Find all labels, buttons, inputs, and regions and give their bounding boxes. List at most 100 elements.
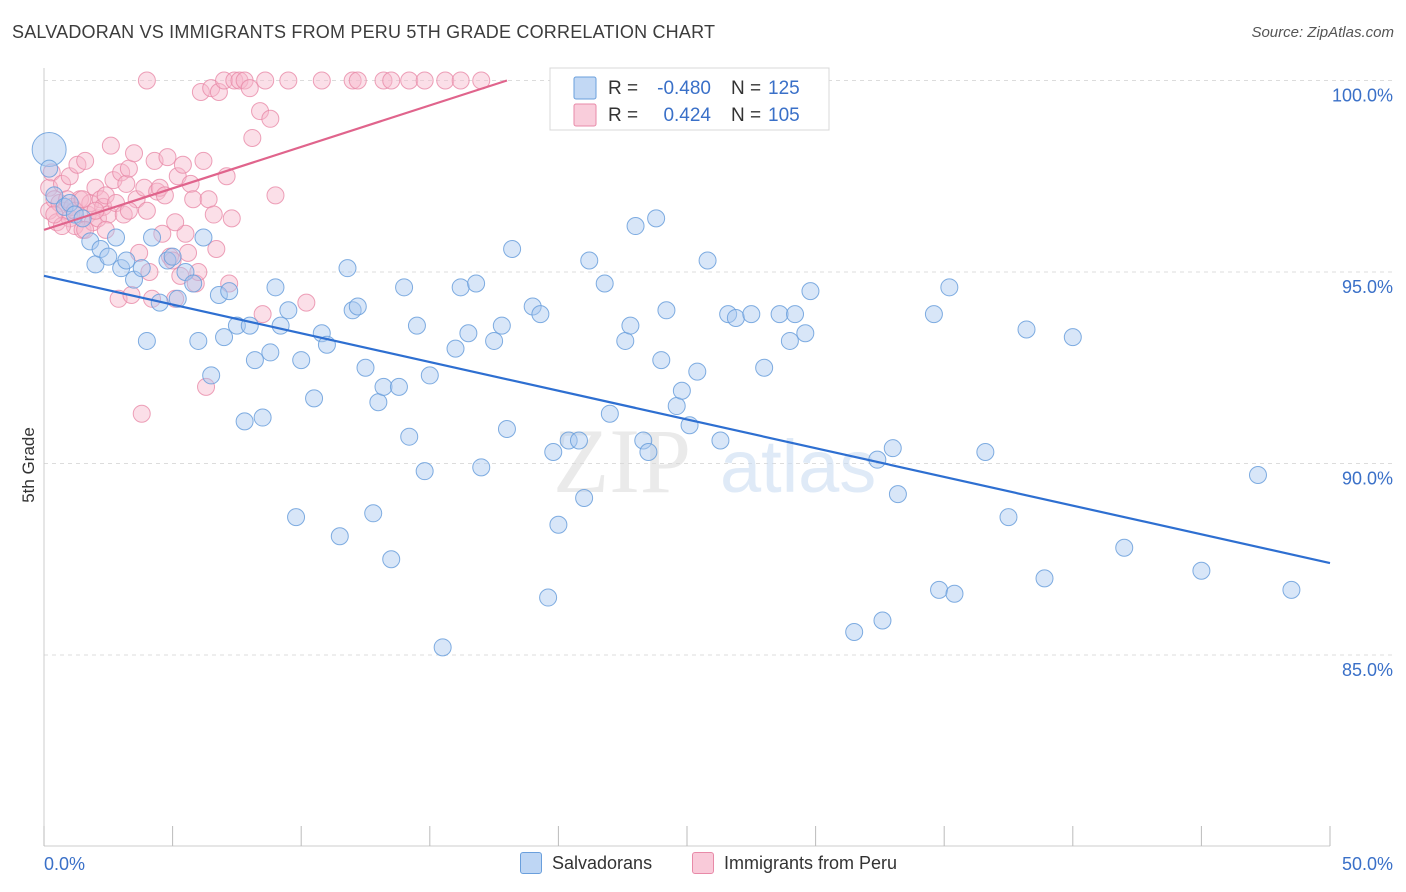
data-point-salvadorans — [369, 393, 388, 412]
source-label: Source: ZipAtlas.com — [1251, 24, 1394, 41]
data-point-salvadorans — [467, 274, 486, 293]
y-tick-label: 85.0% — [1342, 660, 1393, 680]
data-point-salvadorans — [616, 331, 635, 350]
data-point-salvadorans — [220, 282, 239, 301]
data-point-salvadorans — [400, 427, 419, 446]
data-point-peru — [225, 71, 244, 90]
data-point-peru — [181, 174, 200, 193]
data-point-salvadorans — [742, 305, 761, 324]
data-point-salvadorans — [348, 297, 367, 316]
data-point-peru — [191, 82, 210, 101]
data-point-peru — [197, 377, 216, 396]
data-point-salvadorans — [364, 504, 383, 523]
data-point-salvadorans — [1115, 538, 1134, 557]
data-point-salvadorans — [163, 247, 182, 266]
data-point-peru — [215, 71, 234, 90]
data-point-salvadorans — [382, 550, 401, 569]
data-point-salvadorans — [497, 420, 516, 439]
data-point-salvadorans — [634, 431, 653, 450]
data-point-salvadorans — [420, 366, 439, 385]
data-point-peru — [86, 178, 105, 197]
data-point-salvadorans — [698, 251, 717, 270]
data-point-peru — [220, 274, 239, 293]
data-point-salvadorans — [539, 588, 558, 607]
data-point-salvadorans — [189, 331, 208, 350]
data-point-peru — [199, 190, 218, 209]
data-point-salvadorans — [1035, 569, 1054, 588]
data-point-salvadorans — [279, 301, 298, 320]
data-point-salvadorans — [559, 431, 578, 450]
legend-n-value-1: 125 — [768, 78, 800, 99]
data-point-salvadorans — [726, 308, 745, 327]
data-point-salvadorans — [786, 305, 805, 324]
data-point-salvadorans — [356, 358, 375, 377]
data-point-salvadorans — [202, 366, 221, 385]
data-point-salvadorans — [1248, 465, 1267, 484]
data-point-peru — [415, 71, 434, 90]
data-point-salvadorans — [287, 508, 306, 527]
data-point-salvadorans — [137, 331, 156, 350]
data-point-peru — [189, 263, 208, 281]
data-point-salvadorans — [845, 623, 864, 642]
data-point-peru — [117, 174, 136, 193]
data-point-salvadorans — [667, 397, 686, 416]
data-point-salvadorans — [626, 217, 645, 236]
data-point-peru — [266, 186, 285, 205]
trend-line-peru — [43, 79, 508, 231]
data-point-peru — [194, 151, 213, 170]
data-point-peru — [119, 159, 138, 178]
y-tick-label: 100.0% — [1332, 86, 1393, 106]
data-point-salvadorans — [523, 297, 542, 316]
data-point-salvadorans — [215, 328, 234, 347]
data-point-peru — [96, 186, 115, 205]
data-point-salvadorans — [117, 251, 136, 270]
data-point-peru — [240, 79, 259, 98]
data-point-peru — [312, 71, 331, 90]
data-point-peru — [76, 151, 95, 170]
data-point-salvadorans — [338, 259, 357, 278]
trend-lines — [43, 79, 1331, 565]
legend-n-label-2: N = — [731, 105, 761, 126]
data-point-salvadorans — [168, 289, 187, 308]
data-point-peru — [45, 205, 64, 224]
watermark-atlas: atlas — [720, 425, 876, 508]
data-point-salvadorans — [485, 331, 504, 350]
data-point-peru — [436, 71, 455, 90]
data-point-salvadorans — [245, 351, 264, 370]
data-point-salvadorans — [395, 278, 414, 297]
chart-title: SALVADORAN VS IMMIGRANTS FROM PERU 5TH G… — [12, 22, 716, 42]
watermark: ZIP atlas — [553, 410, 876, 512]
data-point-salvadorans — [780, 331, 799, 350]
data-point-salvadorans — [1282, 580, 1301, 599]
data-point-salvadorans — [600, 404, 619, 423]
bottom-legend: Salvadorans Immigrants from Peru — [0, 852, 1406, 876]
data-point-peru — [209, 82, 228, 101]
watermark-zip: ZIP — [553, 410, 691, 512]
data-point-salvadorans — [924, 305, 943, 324]
data-point-salvadorans — [107, 228, 126, 247]
data-point-salvadorans — [770, 305, 789, 324]
data-point-salvadorans — [1063, 328, 1082, 347]
data-point-peru — [253, 305, 272, 324]
data-point-peru — [176, 224, 195, 243]
data-point-salvadorans — [45, 186, 64, 205]
legend-swatch-salvadorans — [520, 852, 542, 874]
data-point-salvadorans — [873, 611, 892, 630]
legend-label-peru: Immigrants from Peru — [724, 852, 898, 873]
data-point-peru — [204, 205, 223, 224]
data-point-salvadorans — [883, 439, 902, 458]
data-point-salvadorans — [305, 389, 324, 408]
data-point-peru — [96, 220, 115, 239]
data-point-salvadorans — [227, 316, 246, 335]
data-point-salvadorans — [688, 362, 707, 381]
data-point-salvadorans — [621, 316, 640, 335]
data-point-salvadorans — [711, 431, 730, 450]
data-point-salvadorans — [271, 316, 290, 335]
data-point-peru — [101, 136, 120, 155]
data-point-salvadorans — [945, 584, 964, 603]
data-point-peru — [382, 71, 401, 90]
data-point-peru — [125, 144, 144, 163]
data-point-salvadorans — [639, 443, 658, 462]
data-point-salvadorans — [999, 508, 1018, 527]
